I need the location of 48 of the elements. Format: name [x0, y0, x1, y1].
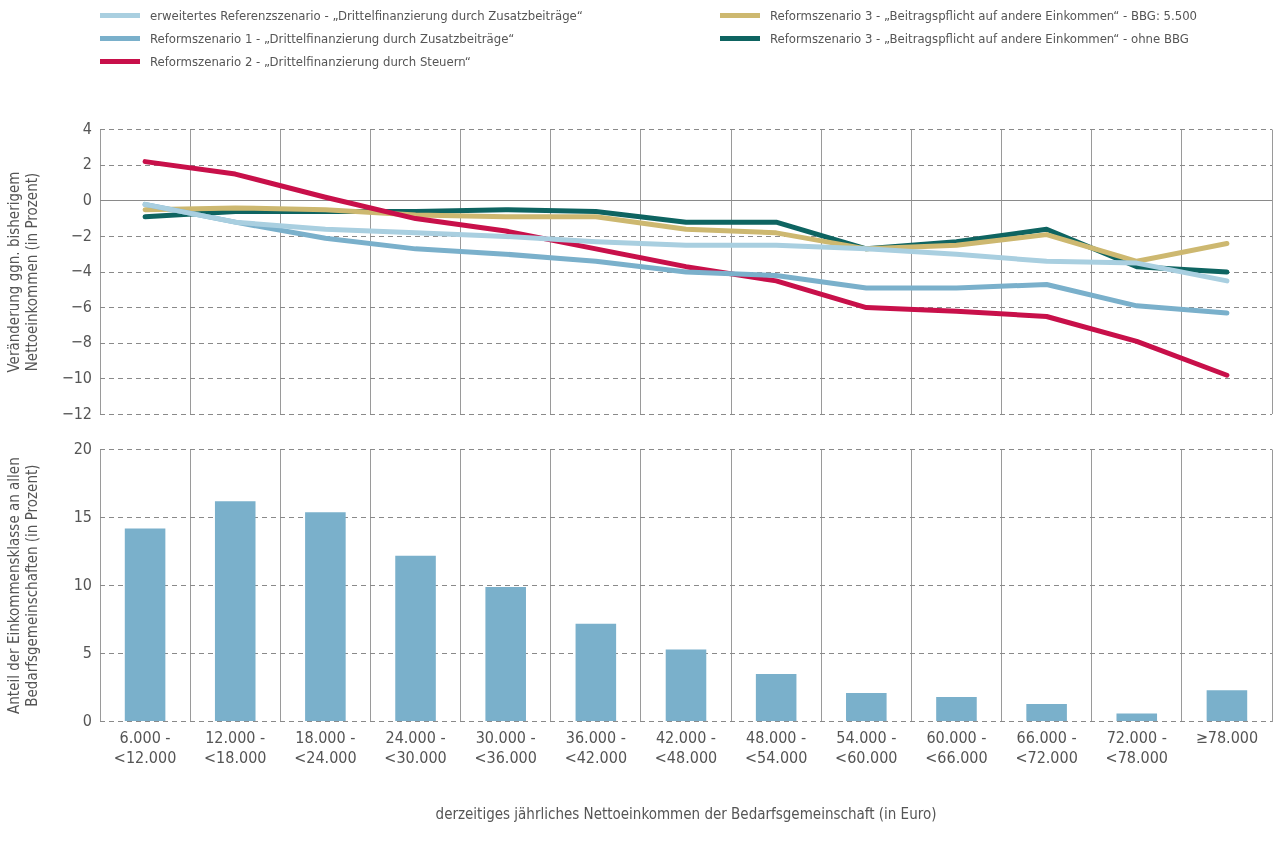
y-tick-label: −10 — [61, 367, 92, 387]
bar — [846, 693, 887, 722]
x-tick-label: 66.000 - <72.000 — [1015, 728, 1078, 767]
y-tick-label: −2 — [70, 225, 92, 245]
x-tick-label: 54.000 - <60.000 — [835, 728, 898, 767]
bar — [305, 512, 346, 722]
legend-label: Reformszenario 1 - „Drittelfinanzierung durch Zusatzbeiträge“ — [150, 31, 515, 46]
bar — [936, 697, 977, 722]
bar — [1116, 713, 1158, 722]
bar — [395, 555, 436, 722]
bar — [755, 674, 797, 722]
y-tick-label: 4 — [82, 118, 92, 138]
x-tick-label: 72.000 - <78.000 — [1105, 728, 1168, 767]
y-tick-label: −12 — [61, 403, 92, 423]
x-tick-label: 30.000 - <36.000 — [474, 728, 537, 767]
y-tick-label: −4 — [70, 261, 92, 281]
legend-label: Reformszenario 3 - „Beitragspflicht auf andere Einkommen“ - ohne BBG — [770, 31, 1189, 46]
legend-label: erweitertes Referenzszenario - „Drittelfinanzierung durch Zusatzbeiträge“ — [150, 8, 583, 23]
bar — [485, 586, 526, 722]
x-tick-label: 60.000 - <66.000 — [925, 728, 988, 767]
y-tick-label: 20 — [73, 438, 92, 458]
bar — [1026, 703, 1067, 722]
x-tick-label: 42.000 - <48.000 — [654, 728, 718, 767]
y-tick-label: −8 — [70, 332, 92, 352]
y-tick-label: −6 — [70, 296, 92, 316]
bar — [575, 623, 617, 722]
bar — [1206, 690, 1248, 722]
bar — [214, 501, 256, 722]
y-axis-title: Anteil der Einkommensklasse an allen Bedarfsgemeinschaften (in Prozent) — [4, 457, 41, 714]
x-tick-label: 6.000 - <12.000 — [113, 728, 177, 767]
y-tick-label: 0 — [82, 189, 92, 209]
legend-label: Reformszenario 3 - „Beitragspflicht auf andere Einkommen“ - BBG: 5.500 — [770, 8, 1198, 23]
y-tick-label: 15 — [73, 506, 92, 526]
y-tick-label: 0 — [82, 710, 92, 730]
x-axis-title: derzeitiges jährliches Nettoeinkommen der Bedarfsgemeinschaft (in Euro) — [435, 804, 937, 823]
y-tick-label: 10 — [73, 574, 92, 594]
y-tick-label: 5 — [82, 642, 92, 662]
legend-label: Reformszenario 2 - „Drittelfinanzierung durch Steuern“ — [150, 54, 471, 69]
x-tick-label: 24.000 - <30.000 — [384, 728, 447, 767]
y-tick-label: 2 — [82, 154, 92, 174]
bar — [124, 528, 166, 722]
x-tick-label: 36.000 - <42.000 — [564, 728, 628, 767]
x-tick-label: 18.000 - <24.000 — [294, 728, 357, 767]
y-axis-title: Veränderung ggn. bisherigem Nettoeinkommen (in Prozent) — [4, 171, 41, 373]
x-tick-label: 12.000 - <18.000 — [204, 728, 267, 767]
x-tick-label: 48.000 - <54.000 — [744, 728, 808, 767]
bar — [665, 649, 707, 722]
x-tick-label: ≥78.000 — [1195, 728, 1259, 748]
